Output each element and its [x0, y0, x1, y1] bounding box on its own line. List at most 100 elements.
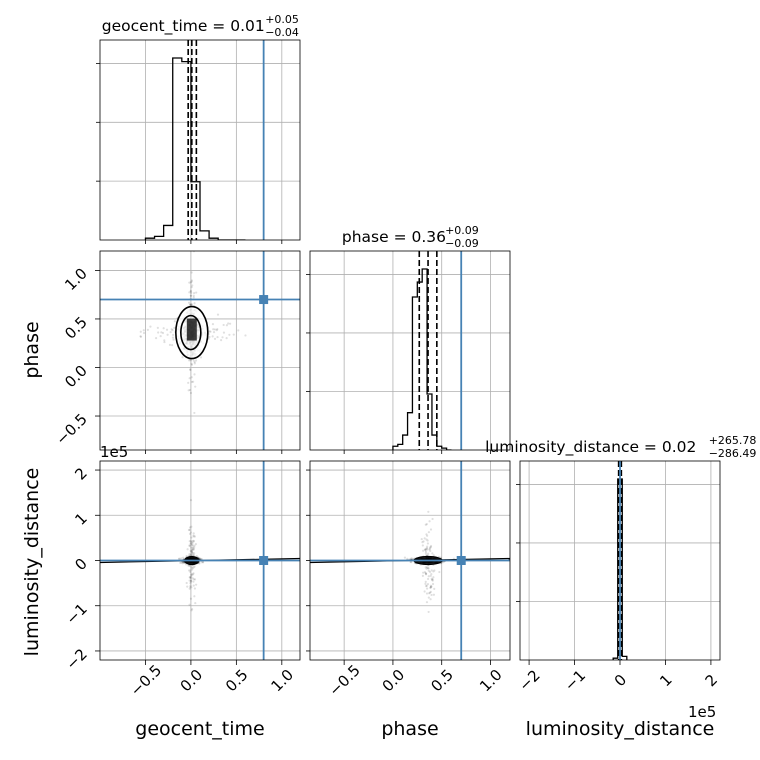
scatter-point [424, 572, 427, 575]
scatter-point [192, 578, 195, 581]
scatter-point [188, 544, 191, 548]
x-tick-label: 0.5 [222, 666, 252, 696]
scatter-point [189, 597, 193, 600]
scatter-point [192, 566, 195, 569]
scatter-point [427, 569, 430, 572]
scatter-point [215, 329, 218, 332]
scatter-point [411, 557, 414, 560]
scatter-point [429, 585, 432, 589]
scatter-point [189, 576, 193, 580]
scatter-point [188, 528, 191, 532]
scatter-point [442, 561, 445, 564]
scatter-point [190, 573, 193, 576]
scatter-point [189, 281, 193, 284]
scatter-point [425, 547, 428, 550]
scatter-point [190, 362, 193, 365]
scatter-point [429, 544, 433, 548]
scatter-point [191, 567, 194, 570]
scatter-point [190, 609, 193, 612]
scatter-point [423, 548, 427, 551]
scatter-point [430, 593, 433, 597]
x-tick-label: 0.0 [177, 666, 207, 696]
scatter-point [227, 322, 230, 325]
scatter-point [431, 517, 434, 521]
scatter-point [192, 548, 195, 551]
scatter-point [191, 284, 194, 287]
panel-luminosity_distance-luminosity_distance [520, 461, 720, 660]
x-tick-label: 1 [656, 671, 675, 690]
scatter-point [213, 337, 217, 340]
scatter-point [182, 556, 185, 559]
scatter-point [142, 331, 146, 335]
scatter-point [190, 544, 193, 547]
scatter-point [188, 359, 191, 362]
scatter-point [193, 544, 196, 547]
scatter-point [425, 601, 429, 604]
scatter-point [222, 323, 225, 327]
x-tick-label: 0.0 [379, 666, 409, 696]
y-tick-label: 0.5 [61, 313, 91, 343]
scatter-point [410, 557, 413, 560]
scatter-point [182, 561, 185, 564]
y-axis-label-luminosity-distance: luminosity_distance [21, 468, 43, 657]
x-tick-label: 2 [702, 671, 721, 690]
panel-geocent_time-geocent_time [100, 40, 300, 240]
scatter-point [193, 552, 196, 555]
scatter-point [424, 566, 427, 569]
scatter-point [181, 562, 184, 565]
y-tick-label: −0.5 [52, 410, 90, 448]
scatter-point [189, 586, 192, 589]
x-tick-label: 1.0 [476, 666, 506, 696]
scatter-point [191, 568, 194, 571]
scatter-point [425, 538, 428, 541]
scatter-point [429, 546, 433, 549]
scatter-point [216, 335, 219, 339]
panel-title: luminosity_distance = 0.02 [485, 438, 696, 457]
scatter-point [190, 280, 193, 283]
scatter-point [424, 572, 428, 575]
scatter-point [185, 581, 188, 585]
scatter-point [189, 575, 193, 578]
scatter-point [426, 539, 429, 542]
title-lower-error: −0.04 [265, 26, 299, 39]
histogram-geocent_time [144, 57, 246, 240]
scatter-point [403, 556, 407, 559]
scatter-point [199, 557, 202, 560]
scatter-point [431, 578, 434, 581]
scatter-point [421, 541, 424, 544]
scatter-point [188, 388, 192, 392]
x-axis-label-luminosity-distance: luminosity_distance [526, 718, 715, 740]
scatter-point [427, 531, 431, 534]
scatter-point [225, 324, 229, 327]
scatter-point [426, 548, 429, 551]
scatter-point [171, 344, 174, 347]
scatter-point [425, 567, 428, 570]
histogram-phase [392, 268, 452, 450]
scatter-point [427, 596, 430, 599]
scatter-point [423, 571, 427, 574]
scatter-point [193, 578, 197, 581]
scatter-point [157, 331, 160, 334]
scatter-point [156, 326, 159, 329]
scatter-point [193, 535, 196, 538]
scatter-point [189, 542, 192, 545]
scatter-point [237, 329, 240, 332]
scatter-point [195, 583, 198, 586]
scatter-point [189, 294, 192, 298]
truth-marker [456, 556, 466, 565]
scatter-point [422, 571, 425, 574]
scatter-point [429, 574, 432, 578]
scatter-point [193, 546, 196, 549]
scatter-point [191, 551, 194, 554]
scatter-point [171, 329, 174, 332]
scatter-point [161, 331, 165, 335]
scatter-point [430, 585, 433, 588]
scatter-point [188, 291, 191, 294]
scatter-point [188, 603, 191, 606]
scatter-point [430, 578, 434, 581]
scatter-point [189, 549, 192, 552]
scatter-point [169, 331, 172, 334]
scatter-point [173, 326, 176, 330]
x-tick-label: −0.5 [127, 661, 165, 699]
